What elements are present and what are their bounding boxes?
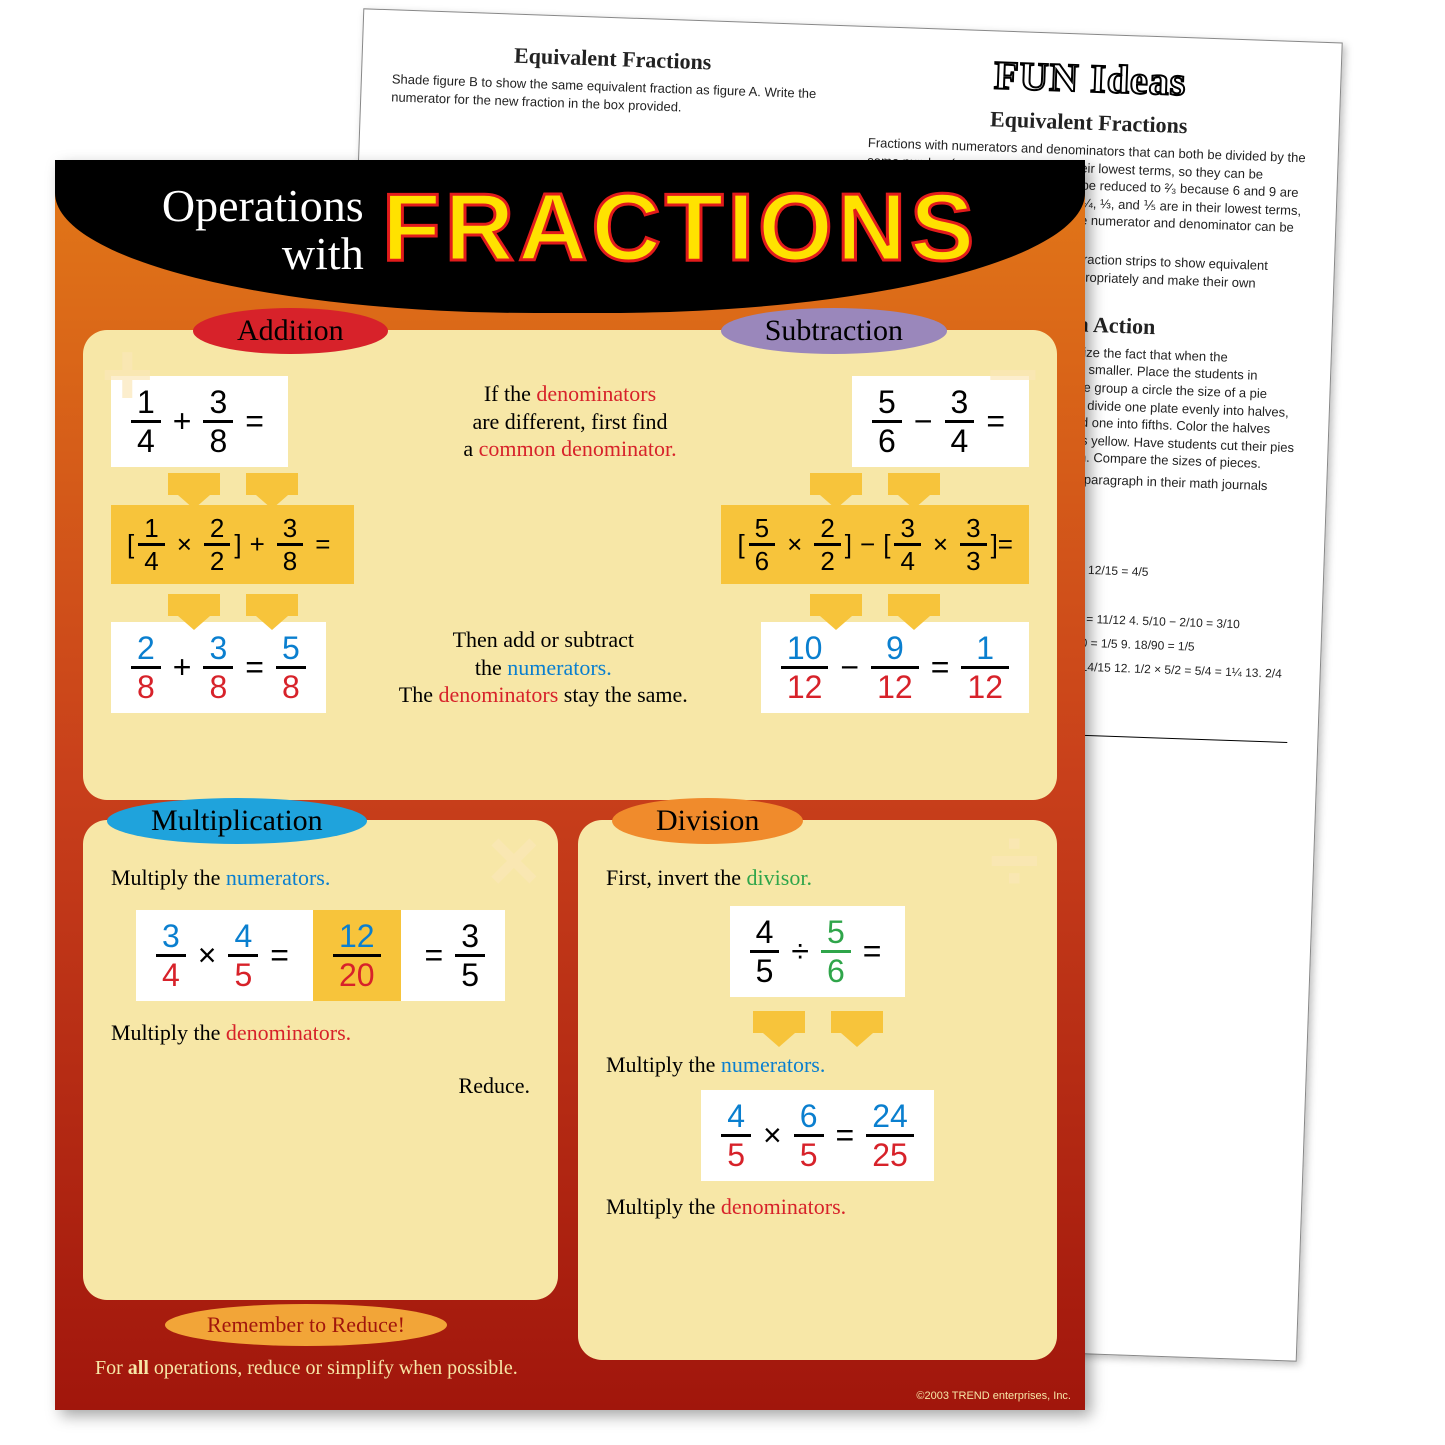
division-pill: Division (612, 798, 803, 844)
times-ghost-icon: × (487, 810, 540, 913)
fractions-poster: Operationswith FRACTIONS + − Addition Su… (55, 160, 1085, 1410)
mult-product: 1220 (313, 910, 401, 1001)
ef-sub: Shade figure B to show the same equivale… (391, 70, 832, 120)
title-big: FRACTIONS (382, 182, 978, 273)
footer-note: For all operations, reduce or simplify w… (95, 1357, 518, 1380)
title-small: Operationswith (162, 182, 364, 279)
add-result: 28 + 38 = 58 (111, 622, 326, 713)
sub-step: [ 56 × 22 ]−[ 34 × 33 ]= (721, 505, 1029, 584)
minus-ghost-icon: − (986, 324, 1039, 427)
plus-ghost-icon: + (101, 324, 154, 427)
div-mul-expr: 45 × 65 = 2425 (701, 1090, 934, 1181)
instr-common-denom: If the denominators are different, first… (410, 380, 730, 463)
mult-equation-row: 34 × 45 = 1220 = 35 (105, 910, 536, 1001)
add-step: [ 14 × 22 ]+ 38 = (111, 505, 354, 584)
multiplication-pill: Multiplication (107, 798, 367, 844)
mult-instr-num: Multiply the numerators. (111, 864, 530, 892)
div-instr-num: Multiply the numerators. (606, 1051, 1029, 1079)
addsub-row2: [ 14 × 22 ]+ 38 = [ 56 × 22 ]−[ (83, 473, 1057, 616)
poster-title-bar: Operationswith FRACTIONS (55, 160, 1085, 313)
div-instr-den: Multiply the denominators. (606, 1193, 1029, 1221)
div-instr-invert: First, invert the divisor. (606, 864, 1029, 892)
panel-add-sub: + − Addition Subtraction 14 + 38 = If th… (83, 330, 1057, 800)
mult-instr-den: Multiply the denominators. (111, 1019, 530, 1047)
addition-pill: Addition (193, 308, 388, 354)
div-eq-2: 45 × 65 = 2425 (600, 1090, 1035, 1181)
mult-reduced: = 35 (401, 910, 505, 1001)
addsub-row1: 14 + 38 = If the denominators are differ… (83, 376, 1057, 467)
div-arrows (600, 1011, 1035, 1033)
add-col: [ 14 × 22 ]+ 38 = (111, 473, 354, 616)
worksheet-col-left: Equivalent Fractions Shade figure B to s… (391, 30, 833, 124)
copyright-text: ©2003 TREND enterprises, Inc. (916, 1390, 1071, 1402)
sub-result: 1012 − 912 = 112 (761, 622, 1029, 713)
addsub-row3: 28 + 38 = 58 Then add or subtract the nu… (83, 622, 1057, 713)
panel-multiplication: × Multiplication Multiply the numerators… (83, 820, 558, 1300)
divide-ghost-icon: ÷ (990, 810, 1039, 913)
mult-reduce: Reduce. (111, 1072, 530, 1100)
sub-col: [ 56 × 22 ]−[ 34 × 33 ]= (721, 473, 1029, 616)
subtraction-pill: Subtraction (721, 308, 947, 354)
mult-ab: 34 × 45 = (136, 910, 313, 1001)
panel-division: ÷ Division First, invert the divisor. 45… (578, 820, 1057, 1360)
fun-ideas-heading: FUN Ideas (870, 47, 1311, 109)
div-expr: 45 ÷ 56 = (730, 906, 906, 997)
instr-then-stay: Then add or subtract the numerators. The… (383, 626, 703, 709)
remember-pill: Remember to Reduce! (165, 1304, 447, 1346)
div-eq-1: 45 ÷ 56 = (600, 906, 1035, 997)
